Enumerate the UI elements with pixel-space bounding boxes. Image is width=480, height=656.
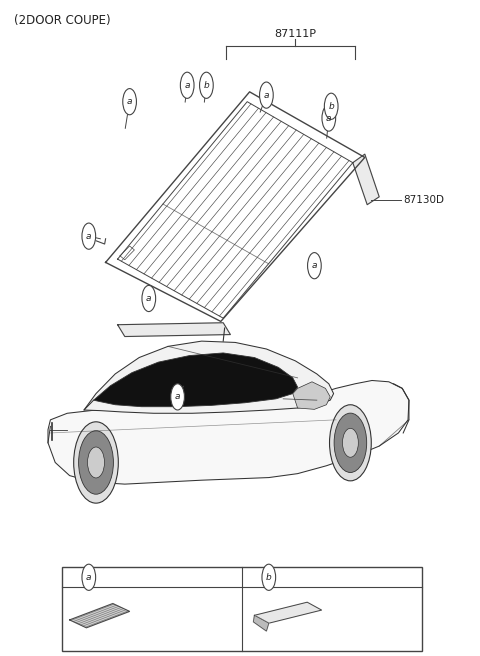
Text: 86124D: 86124D (108, 572, 149, 583)
Ellipse shape (260, 82, 273, 108)
Ellipse shape (308, 253, 321, 279)
Text: b: b (204, 81, 209, 90)
Polygon shape (254, 602, 322, 623)
Text: 87864: 87864 (288, 572, 321, 583)
Ellipse shape (123, 89, 136, 115)
Text: a: a (86, 573, 92, 582)
Ellipse shape (262, 564, 276, 590)
Ellipse shape (79, 431, 113, 494)
Ellipse shape (334, 413, 367, 472)
Ellipse shape (342, 428, 359, 457)
Text: a: a (146, 294, 152, 303)
Text: b: b (266, 573, 272, 582)
Ellipse shape (180, 72, 194, 98)
Text: a: a (264, 91, 269, 100)
Text: a: a (326, 113, 332, 123)
Text: a: a (127, 97, 132, 106)
Text: a: a (312, 261, 317, 270)
Ellipse shape (324, 93, 338, 119)
Polygon shape (84, 341, 334, 413)
Text: 87111P: 87111P (274, 30, 316, 39)
Ellipse shape (200, 72, 213, 98)
Polygon shape (70, 604, 130, 628)
Text: a: a (86, 232, 92, 241)
Polygon shape (48, 380, 409, 484)
Ellipse shape (171, 384, 184, 410)
Text: 87130D: 87130D (403, 195, 444, 205)
Bar (62, 567, 422, 651)
Polygon shape (253, 615, 269, 631)
Ellipse shape (82, 223, 96, 249)
Ellipse shape (142, 285, 156, 312)
Ellipse shape (329, 405, 372, 481)
Text: (2DOOR COUPE): (2DOOR COUPE) (14, 14, 111, 28)
Text: a: a (184, 81, 190, 90)
Ellipse shape (82, 564, 96, 590)
Text: b: b (328, 102, 334, 111)
Text: a: a (175, 392, 180, 401)
Polygon shape (353, 154, 379, 205)
Ellipse shape (322, 105, 336, 131)
Ellipse shape (74, 422, 118, 503)
Text: 87130F: 87130F (161, 379, 200, 388)
Polygon shape (94, 353, 298, 407)
Polygon shape (118, 323, 230, 337)
Polygon shape (293, 382, 330, 409)
Ellipse shape (87, 447, 105, 478)
